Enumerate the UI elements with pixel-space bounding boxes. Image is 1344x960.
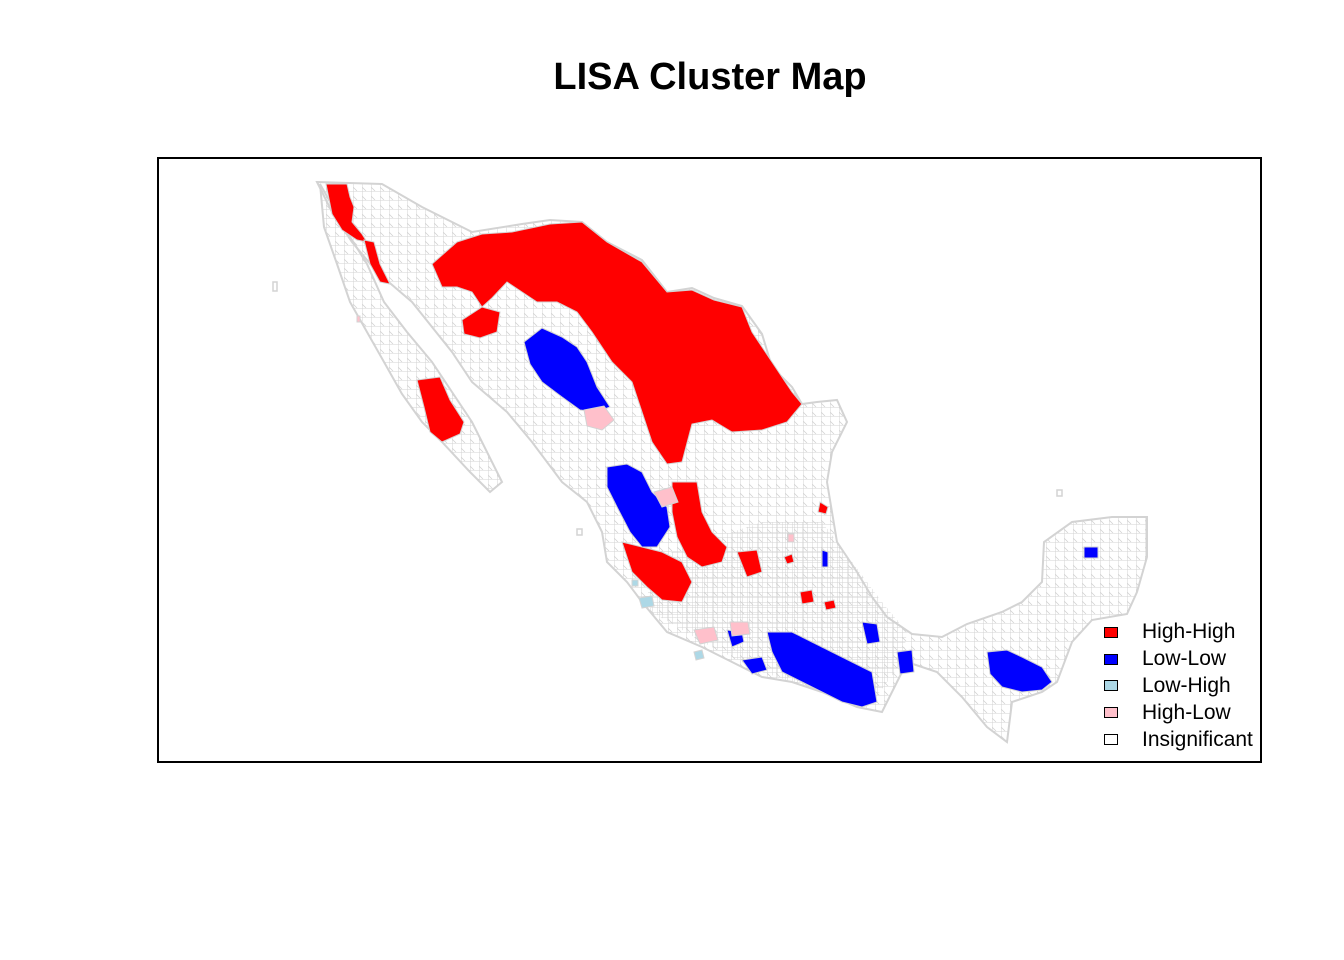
mexico-map: [272, 180, 1148, 744]
low-high-clusters: [631, 579, 705, 661]
island: [272, 281, 278, 292]
island: [1056, 489, 1063, 497]
high-high-clusters: [325, 183, 837, 611]
legend-swatch: [1104, 734, 1118, 746]
legend-item-insignificant: Insignificant: [1104, 726, 1253, 753]
legend-item-low-low: Low-Low: [1104, 646, 1253, 673]
legend-item-high-high: High-High: [1104, 619, 1253, 646]
high-low-clusters: [356, 315, 795, 645]
island: [576, 528, 583, 536]
legend-item-low-high: Low-High: [1104, 673, 1253, 700]
map-legend: High-High Low-Low Low-High High-Low Insi…: [1104, 619, 1253, 753]
legend-label: High-High: [1142, 620, 1236, 644]
low-low-clusters: [523, 327, 1099, 708]
legend-label: High-Low: [1142, 700, 1231, 724]
mainland-outline: [315, 180, 1148, 744]
map-plot-frame: High-High Low-Low Low-High High-Low Insi…: [157, 157, 1262, 763]
map-title: LISA Cluster Map: [553, 56, 867, 98]
legend-swatch: [1104, 680, 1118, 692]
legend-item-high-low: High-Low: [1104, 699, 1253, 726]
legend-label: Low-High: [1142, 673, 1231, 697]
legend-swatch: [1104, 626, 1118, 638]
legend-label: Low-Low: [1142, 647, 1227, 671]
legend-swatch: [1104, 653, 1118, 665]
legend-label: Insignificant: [1142, 727, 1253, 751]
legend-swatch: [1104, 707, 1118, 719]
